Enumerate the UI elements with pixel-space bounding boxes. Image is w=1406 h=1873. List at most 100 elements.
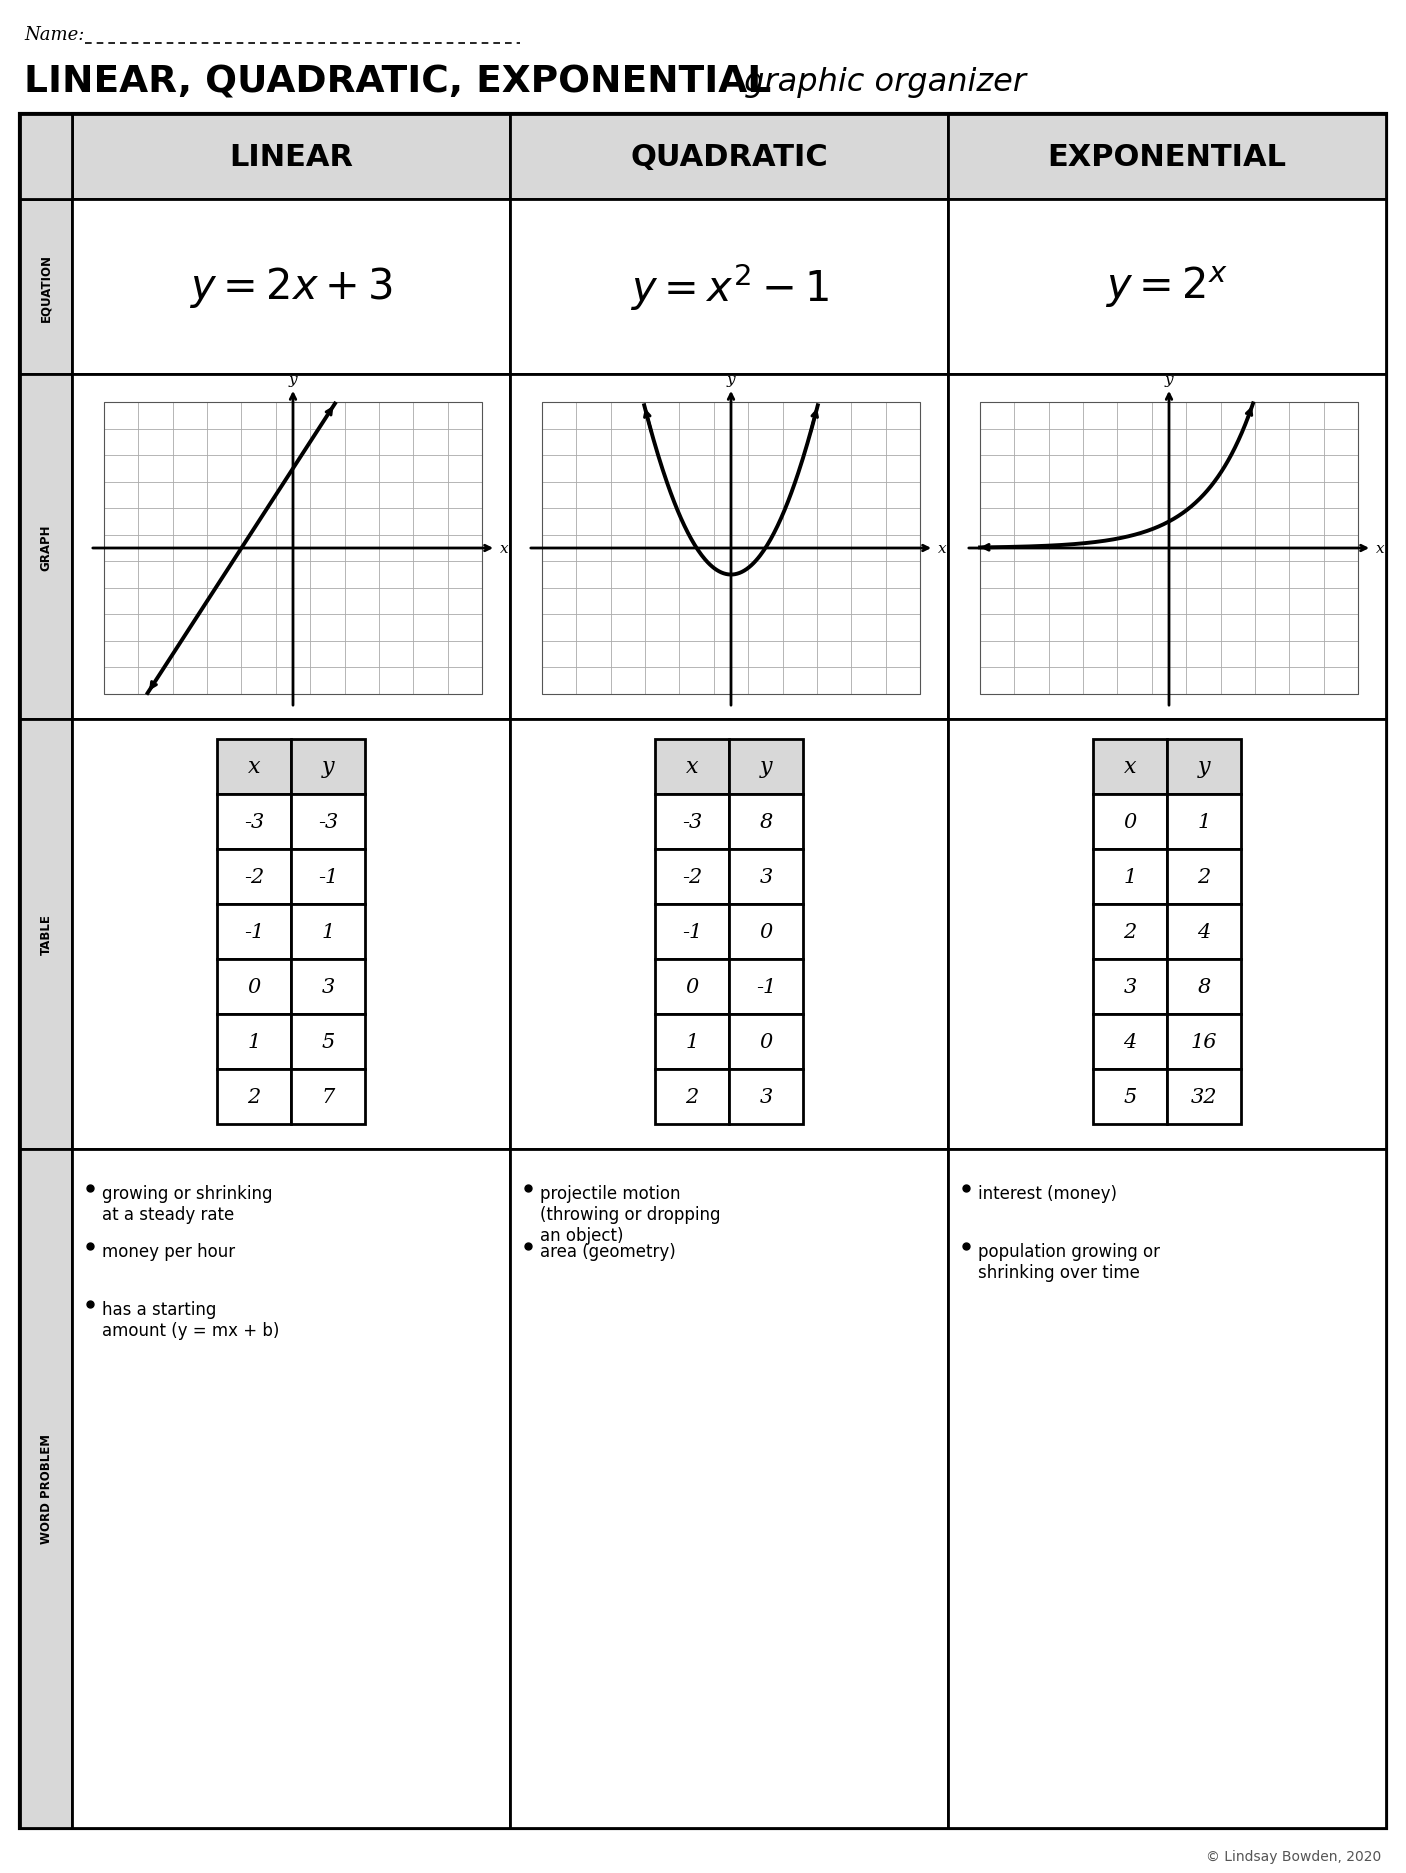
Bar [510, 375, 948, 719]
Text: -3: -3 [682, 813, 702, 832]
Text: 1: 1 [1123, 867, 1136, 886]
Text: EXPONENTIAL: EXPONENTIAL [1047, 142, 1286, 172]
Text: y: y [322, 757, 335, 777]
Text: y: y [1164, 373, 1174, 388]
Bar [291, 1015, 366, 1069]
Text: x: x [686, 757, 699, 777]
Bar [291, 959, 366, 1015]
Text: 2: 2 [1123, 923, 1136, 942]
Bar [291, 850, 366, 905]
Bar [1092, 850, 1167, 905]
Bar [655, 905, 728, 959]
Bar [510, 719, 948, 1150]
Bar [20, 375, 72, 719]
Text: 7: 7 [322, 1088, 335, 1107]
Bar [72, 375, 510, 719]
Text: LINEAR, QUADRATIC, EXPONENTIAL: LINEAR, QUADRATIC, EXPONENTIAL [24, 64, 772, 99]
Bar [541, 403, 920, 695]
Text: 0: 0 [759, 1032, 773, 1051]
Text: QUADRATIC: QUADRATIC [630, 142, 828, 172]
Text: 32: 32 [1191, 1088, 1218, 1107]
Text: -1: -1 [682, 923, 702, 942]
Bar [217, 740, 291, 794]
Text: © Lindsay Bowden, 2020: © Lindsay Bowden, 2020 [1206, 1849, 1381, 1864]
Text: 16: 16 [1191, 1032, 1218, 1051]
Bar [728, 794, 803, 850]
Text: WORD PROBLEM: WORD PROBLEM [39, 1433, 52, 1543]
Text: $y = 2x + 3$: $y = 2x + 3$ [188, 264, 394, 309]
Bar [655, 794, 728, 850]
Bar [655, 740, 728, 794]
Bar [655, 1069, 728, 1124]
Bar [20, 114, 1386, 200]
Text: x: x [247, 757, 260, 777]
Text: projectile motion
(throwing or dropping
an object): projectile motion (throwing or dropping … [540, 1184, 720, 1244]
Bar [20, 114, 72, 200]
Text: 5: 5 [322, 1032, 335, 1051]
Text: 4: 4 [1123, 1032, 1136, 1051]
Text: -1: -1 [318, 867, 337, 886]
Text: 8: 8 [759, 813, 773, 832]
Text: 0: 0 [685, 978, 699, 996]
Bar [728, 850, 803, 905]
Bar [1167, 794, 1241, 850]
Text: -2: -2 [682, 867, 702, 886]
Text: $y = 2^x$: $y = 2^x$ [1105, 264, 1229, 309]
Text: EQUATION: EQUATION [39, 253, 52, 322]
Text: x: x [1376, 541, 1385, 556]
Bar [948, 1150, 1386, 1828]
Bar [217, 905, 291, 959]
Bar [510, 114, 948, 200]
Bar [1167, 740, 1241, 794]
Text: 0: 0 [1123, 813, 1136, 832]
Bar [728, 1069, 803, 1124]
Bar [1092, 794, 1167, 850]
Bar [72, 719, 510, 1150]
Bar [948, 375, 1386, 719]
Text: money per hour: money per hour [103, 1242, 235, 1261]
Text: x: x [938, 541, 946, 556]
Bar [948, 200, 1386, 375]
Bar [291, 740, 366, 794]
Bar [72, 1150, 510, 1828]
Text: growing or shrinking
at a steady rate: growing or shrinking at a steady rate [103, 1184, 273, 1223]
Text: 1: 1 [685, 1032, 699, 1051]
Text: population growing or
shrinking over time: population growing or shrinking over tim… [979, 1242, 1160, 1281]
Text: 2: 2 [1198, 867, 1211, 886]
Bar [655, 1015, 728, 1069]
Text: 0: 0 [247, 978, 260, 996]
Bar [1092, 1069, 1167, 1124]
Bar [510, 200, 948, 375]
Bar [72, 200, 510, 375]
Bar [1167, 905, 1241, 959]
Text: has a starting
amount (y = mx + b): has a starting amount (y = mx + b) [103, 1300, 280, 1339]
Bar [291, 794, 366, 850]
Text: -2: -2 [243, 867, 264, 886]
Text: $y = x^2 - 1$: $y = x^2 - 1$ [630, 262, 828, 313]
Bar [217, 1069, 291, 1124]
Text: 3: 3 [759, 867, 773, 886]
Bar [1092, 905, 1167, 959]
Bar [291, 905, 366, 959]
Bar [217, 794, 291, 850]
Text: -1: -1 [756, 978, 776, 996]
Bar [655, 850, 728, 905]
Bar [72, 114, 510, 200]
Text: 0: 0 [759, 923, 773, 942]
Text: -3: -3 [243, 813, 264, 832]
Bar [980, 403, 1358, 695]
Text: x: x [501, 541, 509, 556]
Text: 2: 2 [685, 1088, 699, 1107]
Text: area (geometry): area (geometry) [540, 1242, 676, 1261]
Bar [1167, 850, 1241, 905]
Bar [20, 200, 72, 375]
Bar [20, 719, 72, 1150]
Bar [728, 1015, 803, 1069]
Bar [728, 740, 803, 794]
Text: y: y [288, 373, 297, 388]
Text: 8: 8 [1198, 978, 1211, 996]
Text: TABLE: TABLE [39, 914, 52, 955]
Bar [948, 719, 1386, 1150]
Bar [217, 1015, 291, 1069]
Bar [20, 1150, 72, 1828]
